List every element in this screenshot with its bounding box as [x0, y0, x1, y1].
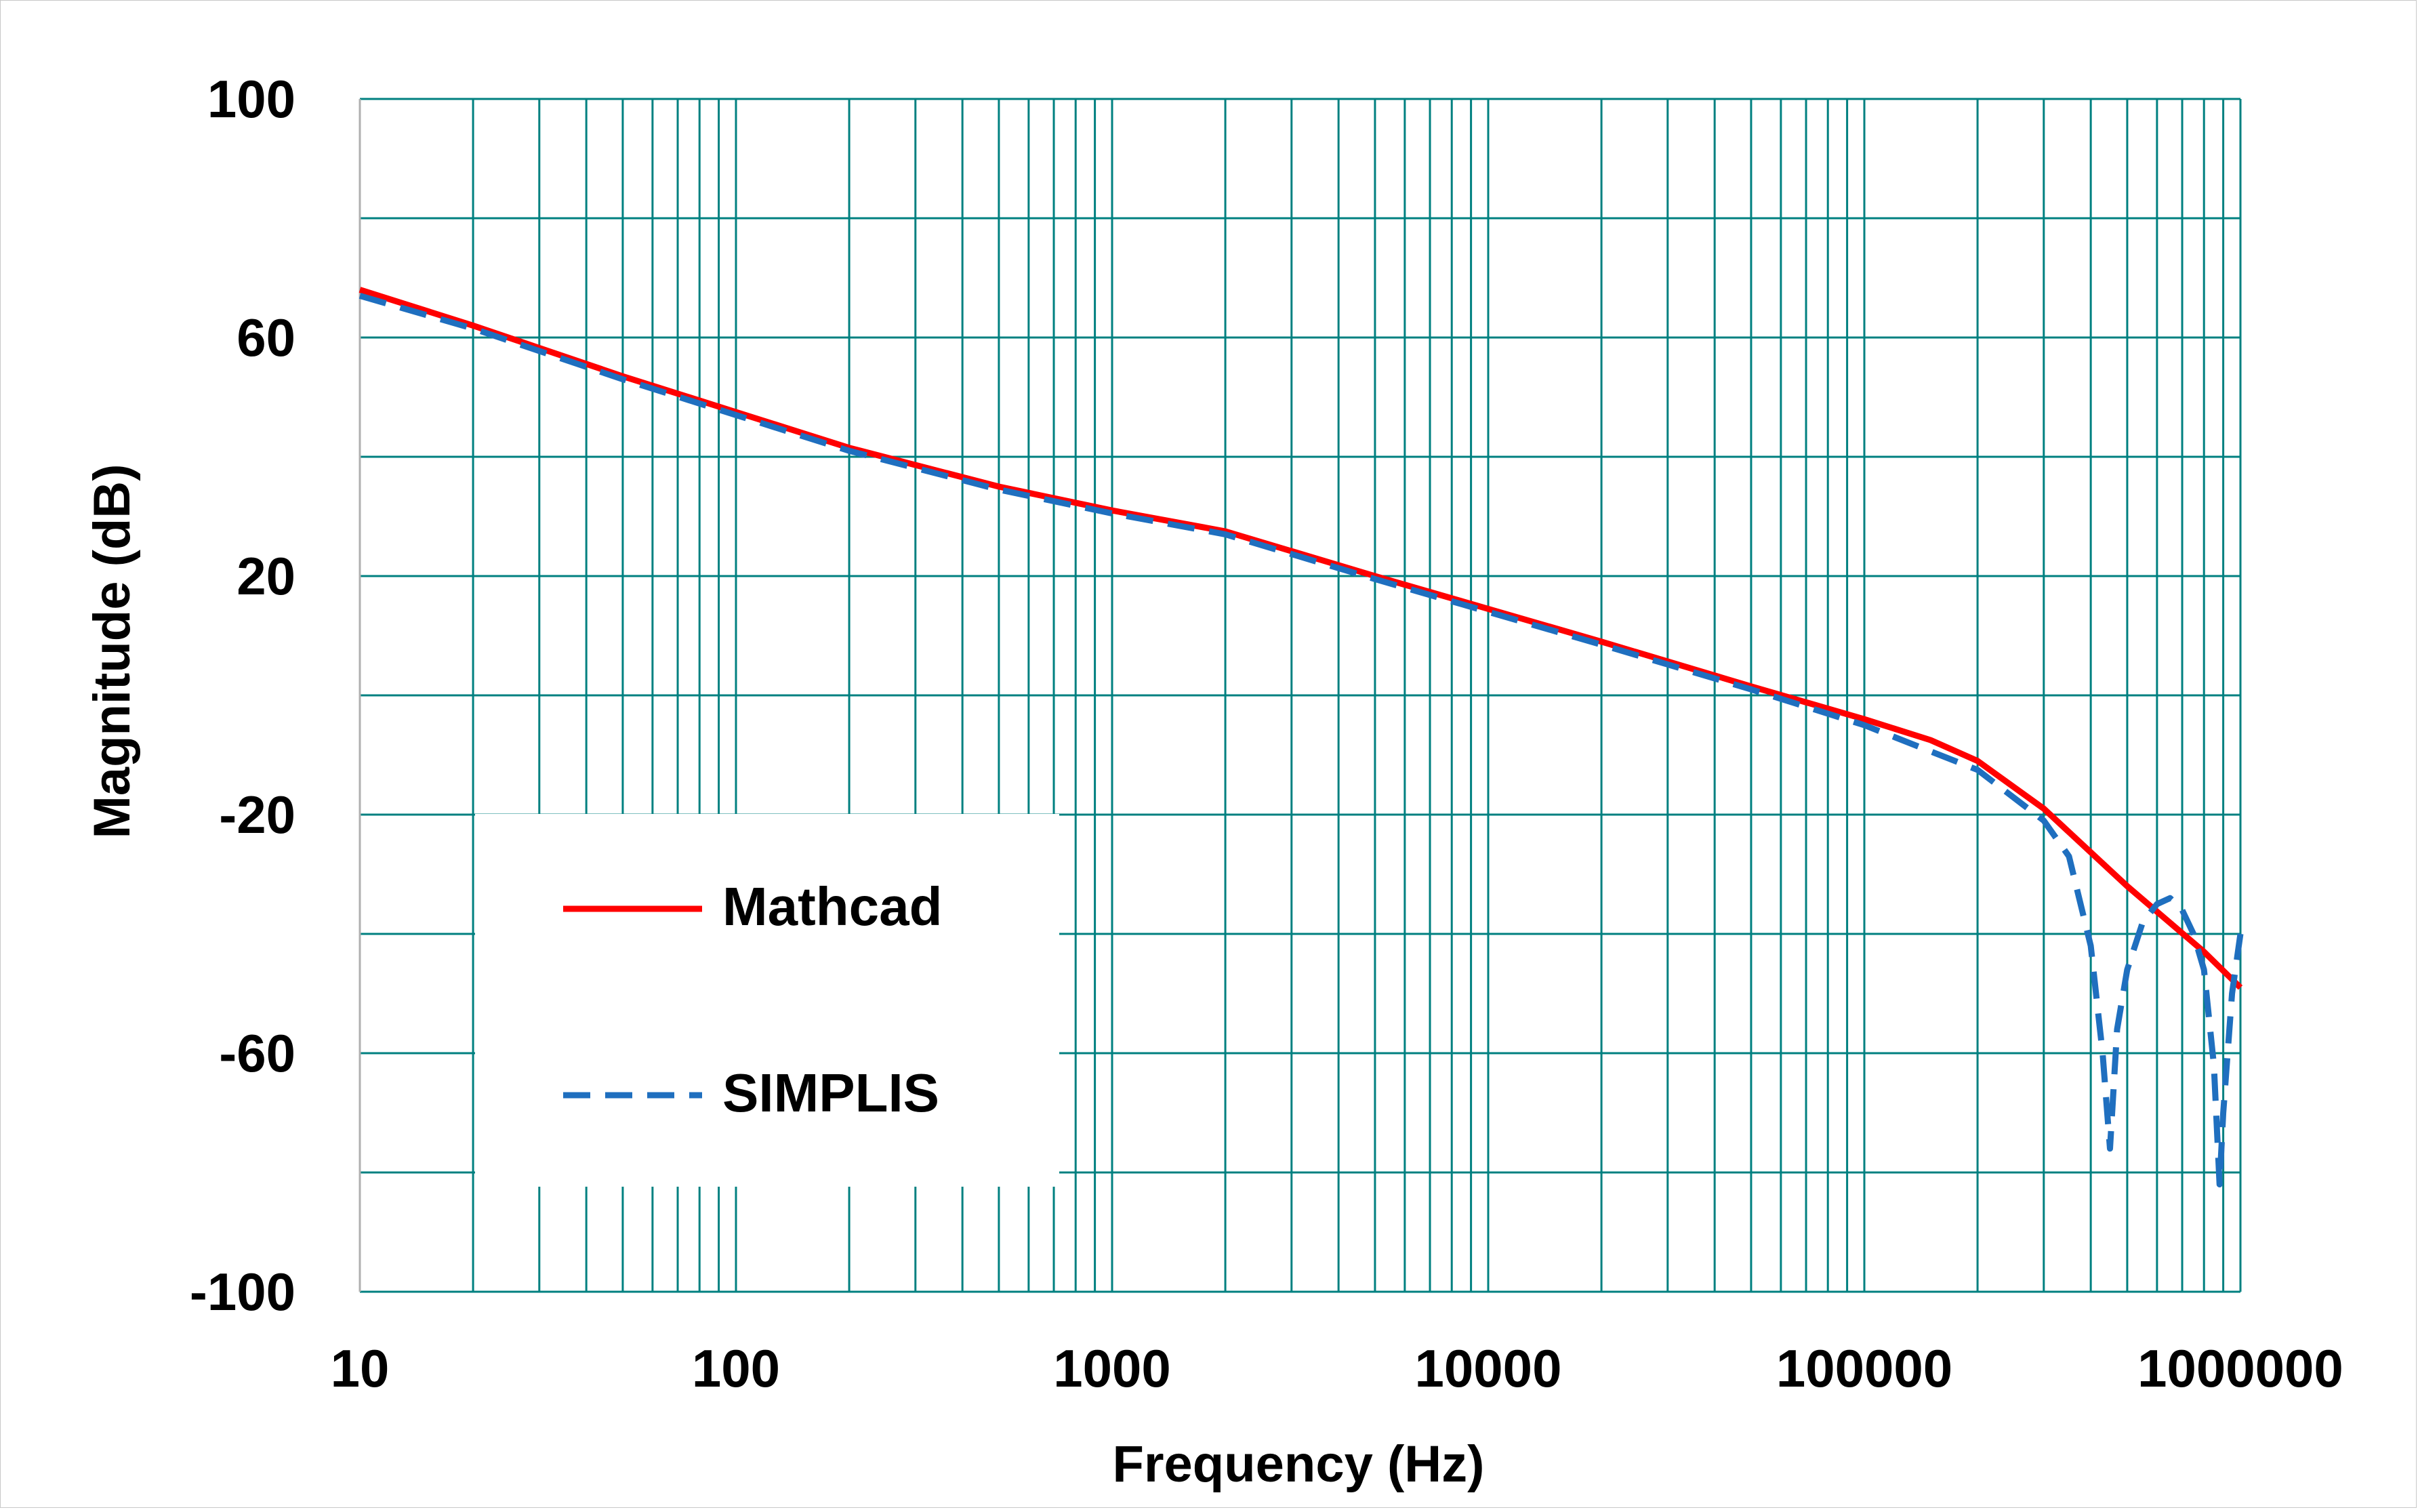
- y-tick-label: -20: [219, 785, 295, 844]
- x-tick-label: 100000: [1776, 1339, 1952, 1398]
- y-axis-label: Magnitude (dB): [83, 464, 141, 838]
- x-tick-labels: 10 100 1000 10000 100000 1000000: [331, 1339, 2343, 1398]
- x-axis-label: Frequency (Hz): [1113, 1435, 1485, 1493]
- legend-label-mathcad: Mathcad: [722, 876, 943, 937]
- x-tick-label: 100: [692, 1339, 780, 1398]
- y-tick-label: 100: [207, 69, 295, 129]
- legend-box: [475, 814, 1059, 1187]
- legend-label-simplis: SIMPLIS: [722, 1063, 939, 1123]
- y-tick-label: 60: [237, 308, 295, 367]
- y-tick-label: 20: [237, 546, 295, 606]
- x-tick-label: 10: [331, 1339, 390, 1398]
- legend: Mathcad SIMPLIS: [475, 814, 1059, 1187]
- y-tick-label: -100: [190, 1262, 295, 1322]
- series-layer: [358, 287, 2244, 1188]
- x-tick-label: 1000000: [2137, 1339, 2343, 1398]
- y-tick-labels: 100 60 20 -20 -60 -100: [190, 69, 295, 1322]
- y-tick-label: -60: [219, 1023, 295, 1083]
- x-tick-label: 1000: [1053, 1339, 1171, 1398]
- series-line-simplis: [358, 293, 2244, 1188]
- x-tick-label: 10000: [1415, 1339, 1562, 1398]
